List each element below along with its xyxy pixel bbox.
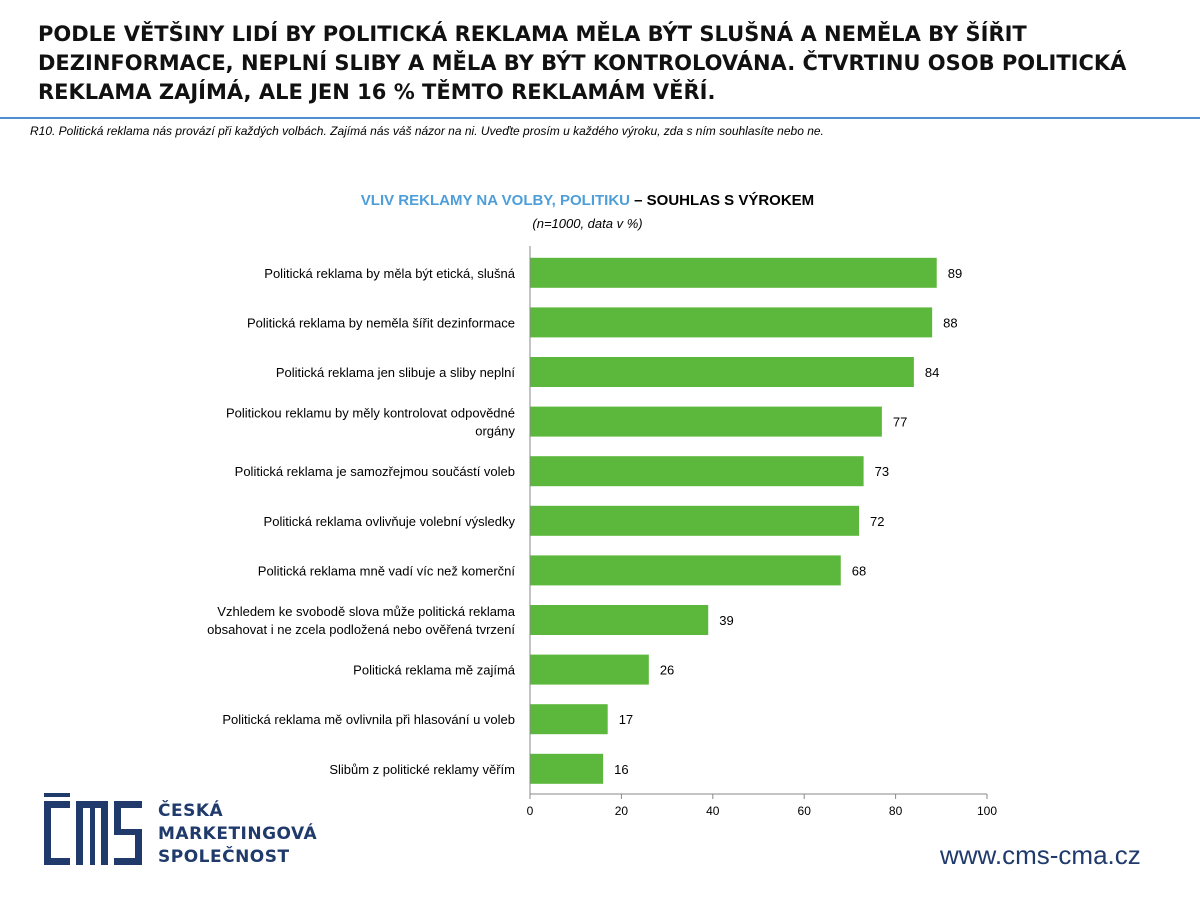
data-label-7: 39: [719, 613, 733, 628]
chart-title-part1: VLIV REKLAMY NA VOLBY, POLITIKU: [360, 192, 630, 209]
bar-1: [530, 307, 933, 338]
data-label-8: 26: [660, 663, 674, 678]
category-label-5: Politická reklama ovlivňuje volební výsl…: [264, 514, 516, 529]
bar-2: [530, 357, 914, 387]
x-tick-label-2: 40: [706, 804, 720, 818]
cms-logo-icon: [44, 793, 142, 865]
bar-9: [530, 704, 608, 735]
bar-5: [530, 505, 860, 536]
x-tick-label-0: 0: [527, 804, 534, 818]
bar-8: [530, 654, 649, 685]
category-label-8: Politická reklama mě zajímá: [353, 663, 516, 678]
x-tick-label-1: 20: [615, 804, 629, 818]
chart-title-part2: – SOUHLAS S VÝROKEM: [629, 192, 815, 209]
headline-divider: [0, 117, 1200, 119]
category-label-10: Slibům z politické reklamy věřím: [329, 762, 515, 777]
bar-3: [530, 406, 882, 437]
bar-7: [530, 605, 709, 635]
category-label-3: Politickou reklamu by měly kontrolovat o…: [226, 406, 516, 439]
survey-question: R10. Politická reklama nás provází při k…: [30, 124, 824, 138]
x-tick-label-3: 60: [798, 804, 812, 818]
data-label-3: 77: [893, 415, 907, 430]
x-tick-label-5: 100: [977, 804, 997, 818]
category-label-0: Politická reklama by měla být etická, sl…: [264, 266, 515, 281]
category-label-2: Politická reklama jen slibuje a sliby ne…: [276, 365, 516, 380]
bar-6: [530, 555, 841, 586]
chart-title: VLIV REKLAMY NA VOLBY, POLITIKU – SOUHLA…: [0, 192, 1175, 209]
bar-10: [530, 753, 604, 784]
page-headline: PODLE VĚTŠINY LIDÍ BY POLITICKÁ REKLAMA …: [38, 22, 1127, 104]
category-label-9: Politická reklama mě ovlivnila při hlaso…: [222, 712, 515, 727]
data-label-5: 72: [870, 514, 884, 529]
data-label-9: 17: [619, 712, 633, 727]
data-label-4: 73: [875, 464, 889, 479]
logo-line-1: ČESKÁ: [158, 801, 224, 821]
category-label-7: Vzhledem ke svobodě slova může politická…: [207, 604, 516, 637]
bar-0: [530, 257, 937, 288]
website-link[interactable]: www.cms-cma.cz: [940, 840, 1141, 870]
data-label-0: 89: [948, 266, 962, 281]
logo-line-3: SPOLEČNOST: [158, 847, 290, 867]
data-label-2: 84: [925, 365, 939, 380]
bar-4: [530, 456, 864, 487]
chart-subtitle: (n=1000, data v %): [532, 216, 643, 231]
data-label-10: 16: [614, 762, 628, 777]
logo-wordmark: ČESKÁ MARKETINGOVÁ SPOLEČNOST: [158, 800, 317, 869]
category-label-1: Politická reklama by neměla šířit dezinf…: [247, 315, 515, 330]
category-label-6: Politická reklama mně vadí víc než komer…: [258, 563, 516, 578]
category-label-4: Politická reklama je samozřejmou součást…: [235, 464, 515, 479]
data-label-1: 88: [943, 315, 957, 330]
x-tick-label-4: 80: [889, 804, 903, 818]
logo-line-2: MARKETINGOVÁ: [158, 824, 318, 844]
data-label-6: 68: [852, 563, 866, 578]
